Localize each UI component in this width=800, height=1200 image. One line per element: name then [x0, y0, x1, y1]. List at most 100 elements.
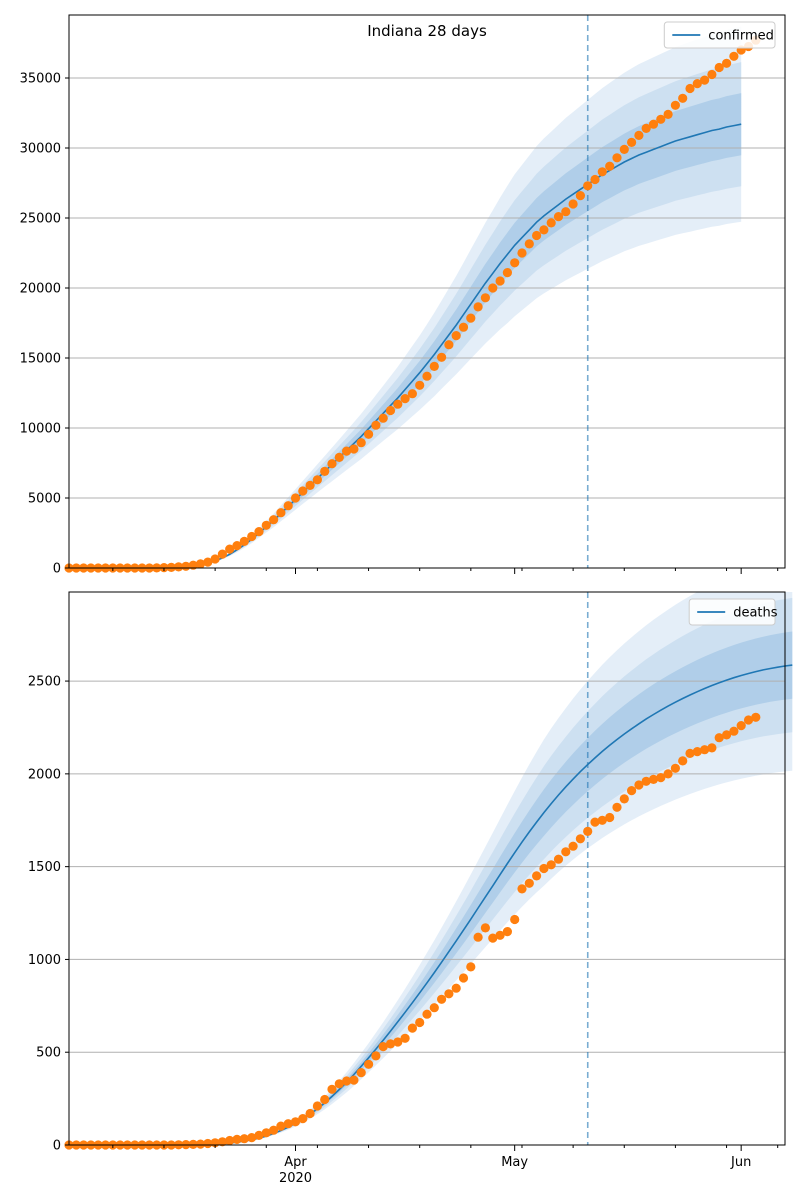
observed-point: [422, 371, 432, 381]
y-tick-label: 5000: [28, 492, 61, 507]
y-axis: 0 5000 10000 15000 20000 25000 30000 35000: [20, 72, 69, 577]
observed-point: [276, 1121, 286, 1131]
observed-point: [480, 923, 490, 933]
y-axis: 0 500 1000 1500 2000 2500: [28, 675, 69, 1154]
x-tick-label: Apr: [284, 1155, 307, 1170]
observed-point: [685, 748, 695, 759]
observed-point: [444, 340, 454, 350]
observed-point: [232, 1134, 242, 1144]
observed-point: [517, 248, 527, 258]
legend-label: deaths: [733, 606, 778, 621]
observed-point: [532, 230, 542, 241]
observed-point: [685, 83, 695, 94]
observed-point: [312, 475, 322, 485]
observed-point: [312, 1101, 322, 1111]
observed-point: [597, 815, 607, 825]
observed-point: [400, 1033, 410, 1043]
observed-point: [261, 1128, 271, 1138]
observed-point: [371, 1051, 381, 1061]
observed-point: [488, 283, 498, 293]
observed-point: [298, 1114, 308, 1124]
observed-point: [502, 268, 512, 278]
observed-point: [385, 1039, 396, 1049]
observed-point: [641, 123, 651, 133]
observed-point: [480, 293, 490, 303]
observed-point: [634, 780, 644, 790]
observed-point: [466, 962, 476, 972]
observed-point: [619, 794, 629, 804]
observed-point: [225, 1135, 235, 1146]
observed-point: [188, 1139, 198, 1149]
observed-point: [334, 452, 344, 462]
observed-point: [342, 1076, 352, 1086]
observed-point: [283, 501, 293, 511]
observed-point: [473, 932, 483, 942]
observed-point: [217, 1137, 227, 1147]
observed-point: [597, 167, 607, 177]
y-tick-label: 15000: [20, 352, 61, 367]
observed-point: [678, 756, 688, 766]
observed-point: [641, 776, 651, 786]
observed-point: [407, 1023, 417, 1033]
observed-point: [590, 817, 600, 827]
y-tick-label: 0: [53, 562, 61, 577]
observed-point: [539, 225, 549, 235]
observed-point: [663, 769, 673, 779]
observed-point: [195, 1139, 206, 1149]
observed-point: [648, 119, 659, 129]
observed-point: [575, 191, 586, 201]
observed-point: [451, 331, 461, 341]
observed-point: [510, 914, 520, 925]
y-tick-label: 20000: [20, 282, 61, 297]
observed-point: [656, 114, 666, 124]
observed-point: [444, 989, 454, 999]
observed-point: [466, 313, 476, 323]
chart-title: Indiana 28 days: [367, 22, 487, 40]
observed-point: [356, 438, 366, 448]
observed-point: [334, 1079, 344, 1089]
observed-point: [510, 258, 520, 268]
observed-point: [203, 557, 213, 567]
y-tick-label: 500: [36, 1046, 61, 1061]
observed-point: [605, 161, 615, 171]
observed-point: [276, 508, 286, 518]
x-tick-sublabel: 2020: [279, 1171, 312, 1186]
observed-point: [393, 1037, 403, 1047]
observed-point: [283, 1119, 293, 1129]
observed-point: [539, 863, 549, 874]
observed-point: [663, 109, 673, 119]
observed-point: [320, 1094, 330, 1105]
legend: deaths: [688, 598, 778, 626]
observed-point: [648, 774, 659, 785]
observed-point: [225, 544, 235, 554]
observed-point: [568, 841, 578, 851]
observed-point: [692, 79, 702, 89]
observed-point: [290, 1117, 301, 1127]
chart-confirmed: 0 5000 10000 15000 20000 25000 30000 35000 Indi…: [20, 14, 786, 577]
observed-point: [751, 712, 761, 722]
y-tick-label: 0: [53, 1139, 61, 1154]
observed-point: [422, 1009, 432, 1019]
observed-point: [517, 884, 527, 894]
observed-point: [524, 878, 534, 888]
observed-point: [729, 726, 739, 736]
observed-point: [437, 352, 447, 362]
observed-point: [634, 130, 644, 140]
observed-point: [349, 1075, 359, 1085]
observed-point: [700, 745, 710, 755]
legend-label: confirmed: [708, 29, 774, 44]
observed-point: [670, 100, 681, 110]
observed-point: [612, 153, 622, 163]
x-tick-label: May: [501, 1155, 528, 1170]
y-tick-label: 2000: [28, 767, 61, 782]
observed-point: [627, 137, 637, 147]
observed-point: [612, 802, 622, 812]
observed-point: [575, 834, 586, 844]
y-tick-label: 35000: [20, 72, 61, 87]
observed-point: [254, 1130, 264, 1140]
y-tick-label: 25000: [20, 212, 61, 227]
observed-point: [627, 786, 637, 796]
plot-frame: [68, 14, 786, 569]
